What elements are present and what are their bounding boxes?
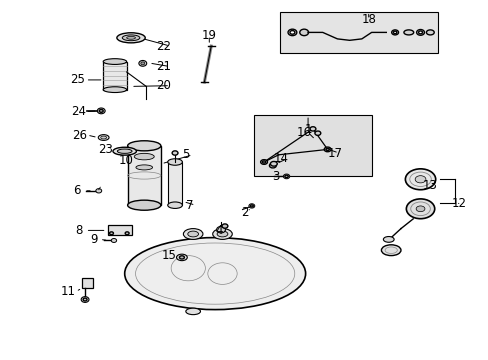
Text: 10: 10	[119, 154, 133, 167]
Ellipse shape	[99, 109, 103, 112]
Ellipse shape	[415, 206, 424, 212]
Ellipse shape	[299, 29, 308, 36]
Ellipse shape	[260, 160, 267, 164]
Ellipse shape	[83, 298, 87, 301]
Text: 14: 14	[274, 152, 288, 165]
Ellipse shape	[101, 136, 106, 139]
Ellipse shape	[113, 147, 136, 155]
Ellipse shape	[179, 256, 184, 259]
Text: 18: 18	[361, 13, 375, 26]
Text: 3: 3	[272, 170, 280, 183]
Text: 15: 15	[161, 249, 176, 262]
Bar	[82, 278, 93, 288]
Ellipse shape	[426, 30, 433, 35]
Ellipse shape	[103, 87, 126, 93]
Ellipse shape	[418, 31, 422, 34]
Ellipse shape	[250, 205, 253, 207]
Ellipse shape	[122, 35, 140, 41]
Text: 9: 9	[90, 233, 98, 246]
Ellipse shape	[324, 147, 330, 152]
Text: 16: 16	[296, 126, 311, 139]
Ellipse shape	[167, 202, 182, 208]
Ellipse shape	[406, 199, 434, 219]
Ellipse shape	[139, 60, 146, 66]
Ellipse shape	[141, 62, 144, 65]
Ellipse shape	[403, 30, 413, 35]
Ellipse shape	[185, 308, 200, 315]
Ellipse shape	[183, 229, 203, 239]
Text: 24: 24	[71, 105, 85, 118]
Ellipse shape	[391, 30, 398, 35]
Ellipse shape	[216, 226, 225, 233]
Text: 21: 21	[156, 60, 171, 73]
Ellipse shape	[117, 33, 145, 43]
Text: 23: 23	[98, 143, 112, 156]
Ellipse shape	[136, 165, 152, 170]
Ellipse shape	[309, 127, 315, 131]
Ellipse shape	[289, 31, 294, 34]
Ellipse shape	[262, 161, 265, 163]
Bar	[167, 162, 182, 205]
Ellipse shape	[383, 237, 393, 242]
Ellipse shape	[172, 151, 178, 155]
Ellipse shape	[81, 297, 89, 302]
Text: 13: 13	[422, 179, 437, 192]
Text: 25: 25	[70, 73, 84, 86]
Ellipse shape	[381, 245, 400, 256]
Text: 20: 20	[156, 79, 171, 92]
Ellipse shape	[125, 232, 129, 235]
Ellipse shape	[167, 159, 182, 165]
Ellipse shape	[284, 175, 288, 178]
Bar	[107, 225, 132, 235]
Ellipse shape	[325, 148, 329, 150]
Ellipse shape	[117, 149, 132, 153]
Ellipse shape	[269, 163, 276, 168]
Ellipse shape	[405, 169, 435, 190]
Bar	[103, 62, 126, 90]
Text: 26: 26	[72, 129, 86, 141]
Ellipse shape	[248, 204, 254, 208]
Text: 7: 7	[185, 199, 193, 212]
Text: 17: 17	[327, 147, 342, 159]
Ellipse shape	[187, 231, 198, 237]
Ellipse shape	[127, 200, 161, 210]
Ellipse shape	[97, 108, 105, 114]
Text: 5: 5	[182, 148, 189, 161]
Ellipse shape	[109, 232, 113, 235]
Ellipse shape	[416, 30, 424, 35]
Ellipse shape	[103, 59, 126, 64]
Ellipse shape	[287, 29, 296, 36]
Text: 11: 11	[61, 285, 76, 298]
Text: 8: 8	[75, 224, 83, 237]
Text: 2: 2	[240, 206, 248, 219]
Bar	[127, 146, 161, 205]
Ellipse shape	[414, 176, 425, 183]
Ellipse shape	[176, 254, 187, 261]
Ellipse shape	[98, 135, 109, 140]
Ellipse shape	[111, 239, 117, 243]
Ellipse shape	[124, 238, 305, 310]
Ellipse shape	[392, 31, 396, 34]
Ellipse shape	[127, 141, 161, 151]
Ellipse shape	[222, 224, 227, 228]
Text: 6: 6	[73, 184, 81, 197]
Text: 19: 19	[202, 29, 216, 42]
Ellipse shape	[212, 229, 232, 239]
Text: 12: 12	[451, 197, 466, 210]
Text: 1: 1	[304, 123, 311, 136]
Text: 4: 4	[215, 224, 223, 237]
Bar	[254, 115, 371, 176]
Ellipse shape	[134, 153, 154, 160]
Ellipse shape	[126, 36, 135, 39]
Ellipse shape	[314, 131, 320, 135]
Bar	[279, 12, 437, 53]
Ellipse shape	[217, 231, 227, 237]
Ellipse shape	[283, 174, 289, 179]
Ellipse shape	[96, 189, 102, 193]
Ellipse shape	[270, 162, 277, 166]
Text: 22: 22	[156, 40, 171, 53]
